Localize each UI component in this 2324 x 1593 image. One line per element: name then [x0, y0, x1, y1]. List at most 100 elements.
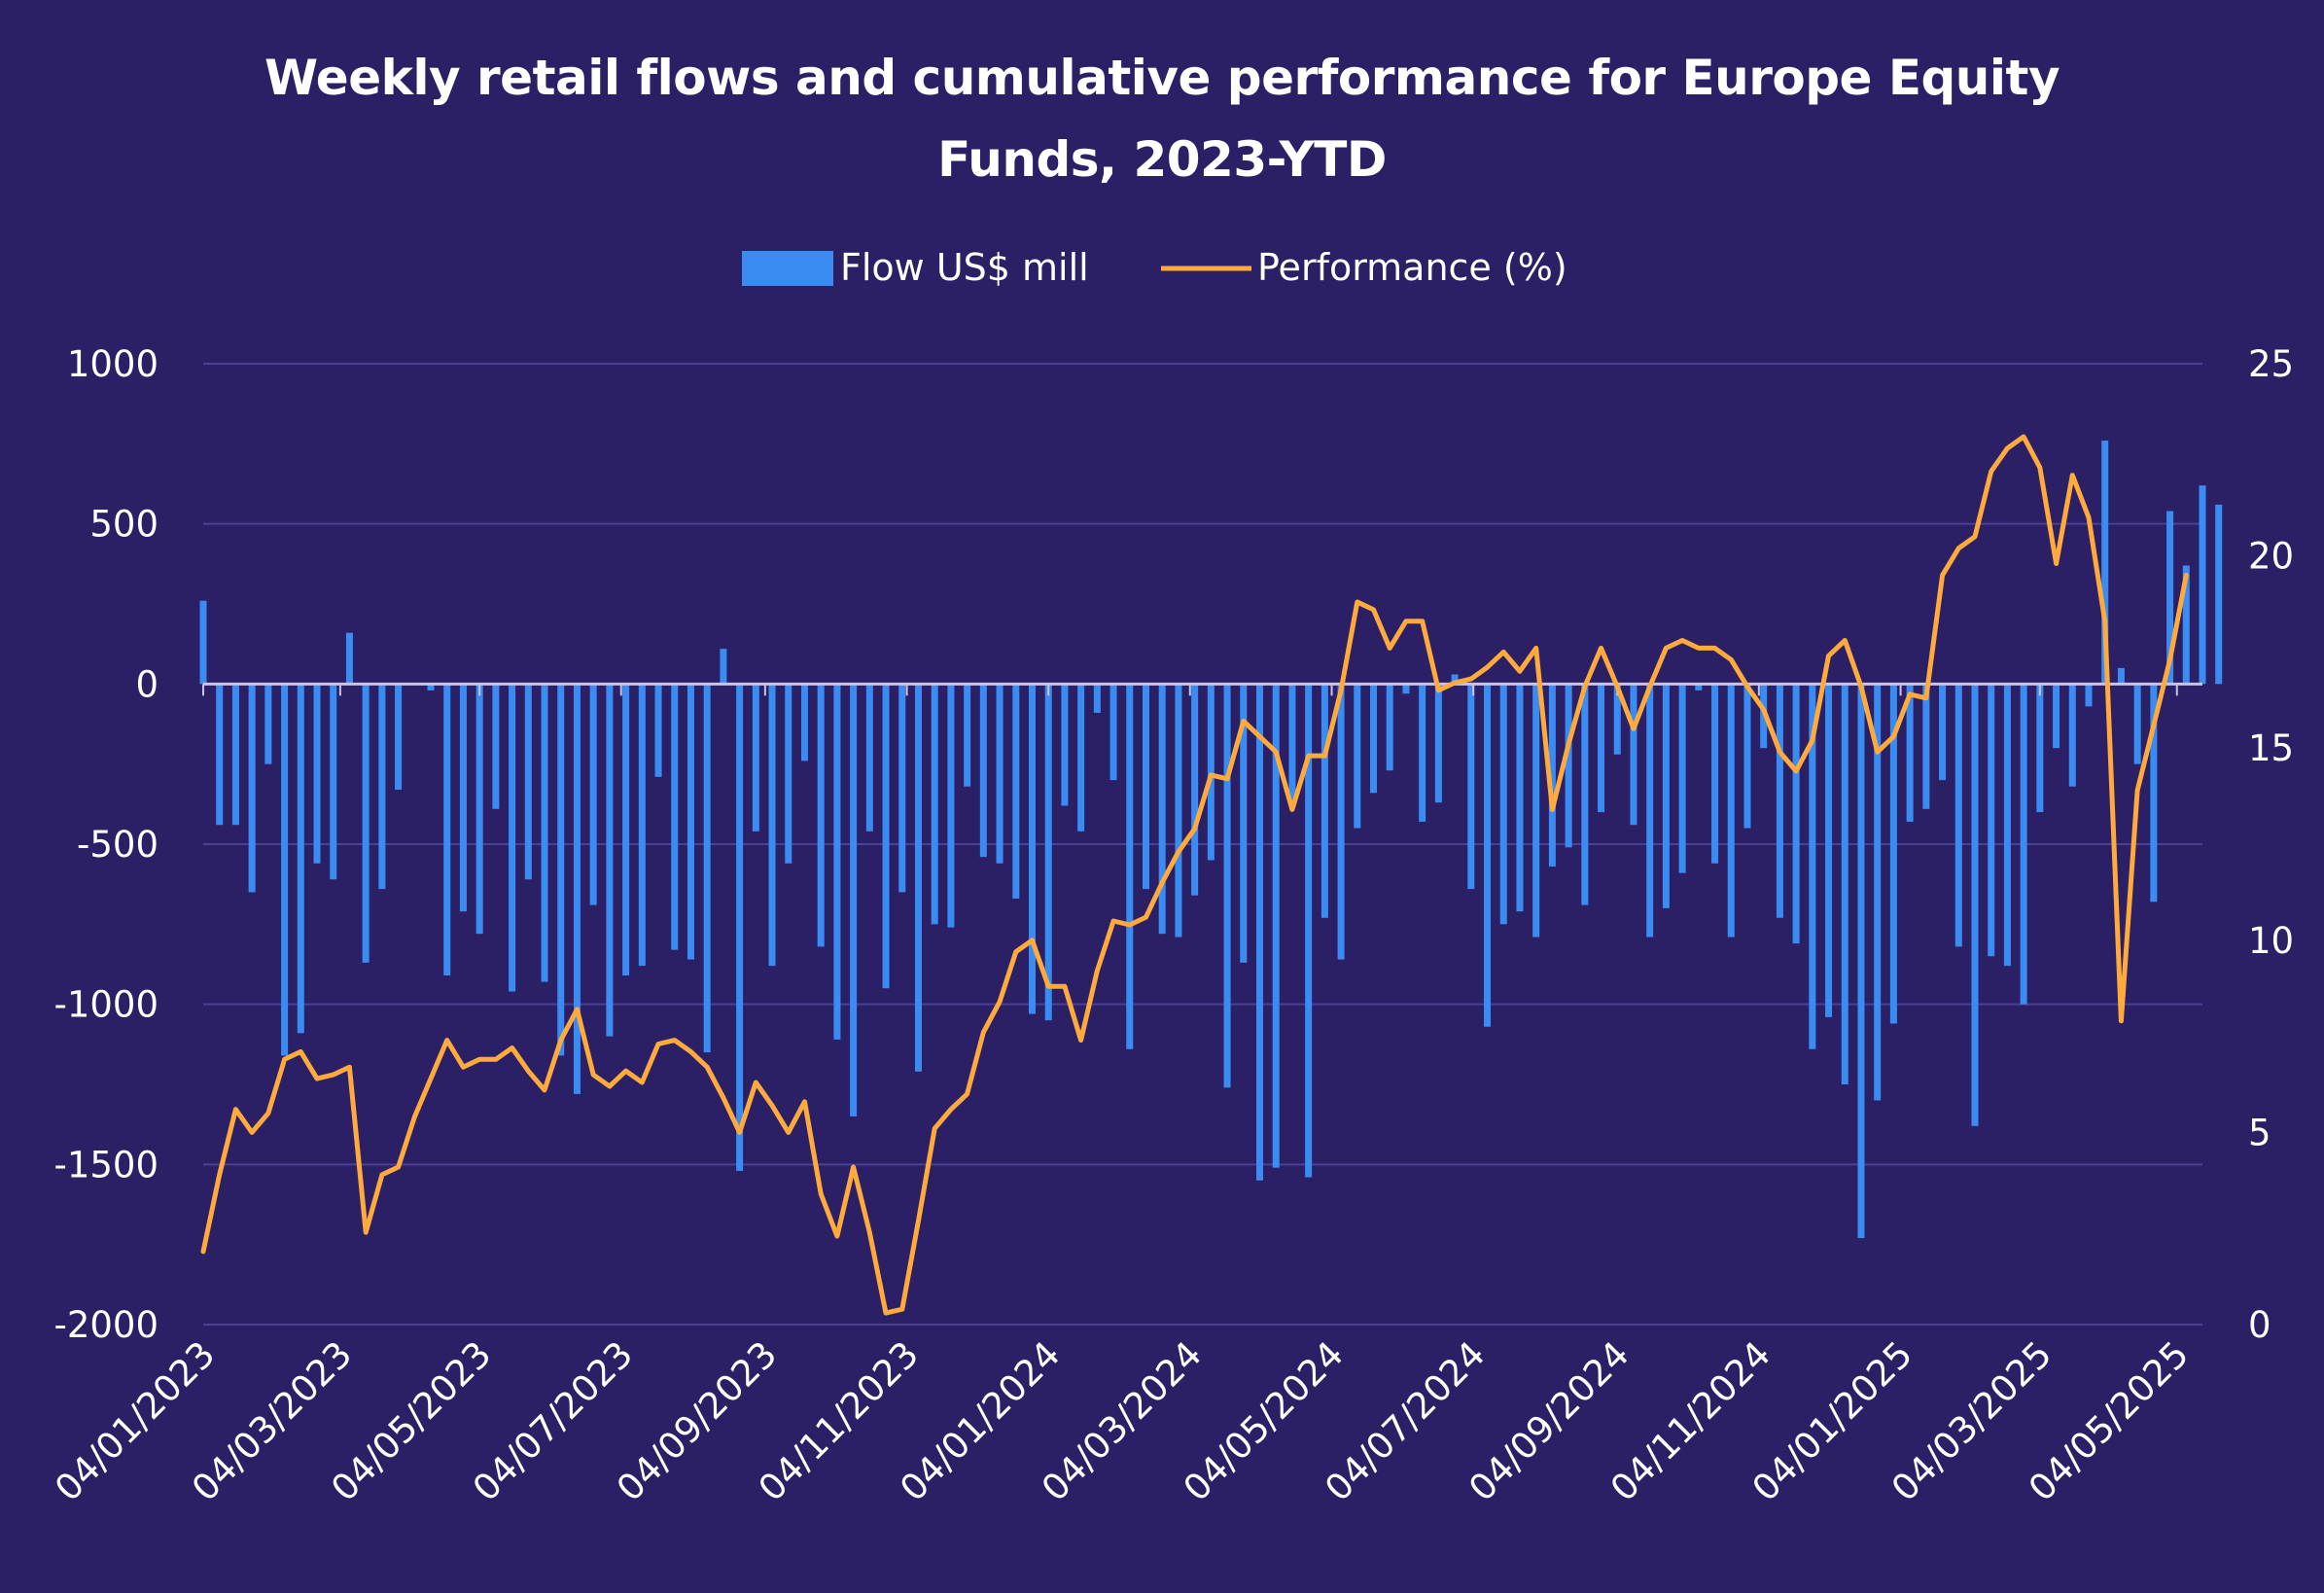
- flow-bar: [557, 684, 565, 1056]
- legend-flow-swatch: [742, 251, 833, 286]
- y-left-tick-label: 500: [89, 504, 158, 546]
- flow-bar: [1954, 684, 1962, 947]
- y-left-tick-label: -500: [77, 824, 158, 866]
- y-left-tick-label: -1500: [53, 1144, 158, 1186]
- flow-bar: [475, 684, 483, 935]
- y-right-tick-label: 0: [2248, 1304, 2271, 1346]
- y-right-tick-label: 20: [2248, 536, 2294, 578]
- flow-bar: [1337, 684, 1345, 960]
- flow-bar: [817, 684, 825, 947]
- flow-bar: [1922, 684, 1930, 809]
- flow-bar: [1613, 684, 1621, 755]
- performance-line-group: [200, 434, 2189, 1316]
- flow-bar: [313, 684, 321, 864]
- flow-bar: [2085, 684, 2093, 707]
- flow-bar: [345, 632, 353, 685]
- flow-bar: [459, 684, 467, 912]
- flow-bar: [1565, 684, 1572, 848]
- flow-bar: [1484, 684, 1492, 1027]
- flow-bar: [1499, 684, 1507, 925]
- flow-bar: [996, 684, 1004, 864]
- flow-bar: [865, 684, 873, 832]
- flow-bar: [2003, 684, 2011, 967]
- flow-bar: [1158, 684, 1166, 935]
- flow-bar: [2053, 684, 2060, 749]
- flow-bar: [1467, 684, 1475, 890]
- flow-bar: [1126, 684, 1134, 1049]
- flow-bar: [1988, 684, 1995, 957]
- flow-bar: [1370, 684, 1378, 794]
- flow-bar: [638, 684, 646, 967]
- zero-axis: [202, 682, 2202, 696]
- flow-bar: [1256, 684, 1264, 1181]
- flow-bar: [1402, 684, 1410, 694]
- flow-bar: [671, 684, 679, 950]
- flow-bar: [1109, 684, 1117, 781]
- flow-bars: [199, 441, 2223, 1239]
- flow-bar: [1191, 684, 1199, 896]
- flow-bar: [1288, 684, 1296, 803]
- flow-bar: [541, 684, 548, 982]
- flow-bar: [1874, 684, 1882, 1101]
- flow-bar: [1207, 684, 1215, 861]
- flow-bar: [1906, 684, 1914, 822]
- flow-bar: [2101, 441, 2109, 685]
- flow-bar: [1028, 684, 1036, 1014]
- flow-bar: [362, 684, 370, 963]
- flow-bar: [1825, 684, 1833, 1017]
- flow-bar: [2036, 684, 2044, 813]
- flow-bar: [1044, 684, 1052, 1021]
- y-right-tick-label: 10: [2248, 920, 2294, 962]
- flow-bar: [1386, 684, 1393, 771]
- legend-performance-label: Performance (%): [1257, 246, 1567, 289]
- flow-bar: [2150, 684, 2158, 903]
- flow-bar: [264, 684, 272, 764]
- flow-bar: [1175, 684, 1182, 938]
- flow-bar: [1971, 684, 1979, 1126]
- flow-bar: [509, 684, 516, 992]
- performance-line: [200, 434, 2189, 1316]
- flow-bar: [1598, 684, 1605, 813]
- flow-bar: [687, 684, 694, 960]
- flow-bar: [2166, 511, 2174, 685]
- flow-bar: [1792, 684, 1800, 944]
- flow-bar: [330, 684, 337, 880]
- flow-bar: [768, 684, 776, 967]
- flow-bar: [524, 684, 532, 880]
- flow-bar: [378, 684, 386, 890]
- flow-bar: [1776, 684, 1783, 918]
- flow-bar: [800, 684, 808, 761]
- chart-title: Weekly retail flows and cumulative perfo…: [0, 37, 2324, 200]
- flow-bar: [964, 684, 971, 787]
- flow-bar: [1695, 684, 1703, 690]
- y-left-tick-label: 1000: [67, 343, 158, 385]
- flow-bar: [1142, 684, 1149, 890]
- flow-bar: [216, 684, 224, 826]
- flow-bar: [720, 649, 727, 685]
- flow-bar: [2133, 684, 2141, 764]
- flow-bar: [1841, 684, 1849, 1084]
- flow-bar: [1548, 684, 1556, 867]
- flow-bar: [1662, 684, 1670, 908]
- flow-bar: [654, 684, 662, 777]
- flow-bar: [573, 684, 581, 1094]
- flow-bar: [850, 684, 858, 1116]
- flow-bar: [199, 600, 207, 685]
- flow-bar: [248, 684, 256, 893]
- flow-bar: [589, 684, 597, 905]
- flow-bar: [1223, 684, 1231, 1088]
- flow-bar: [622, 684, 630, 976]
- chart-title-line-2: Funds, 2023-YTD: [937, 131, 1387, 188]
- flow-bar: [1272, 684, 1280, 1168]
- flow-bar: [443, 684, 451, 976]
- flow-bar: [281, 684, 289, 1056]
- flow-bar: [1305, 684, 1313, 1178]
- flow-bar: [1320, 684, 1328, 918]
- chart-title-line-1: Weekly retail flows and cumulative perfo…: [264, 50, 2060, 106]
- flow-bar: [1516, 684, 1524, 912]
- flow-bar: [1939, 684, 1947, 781]
- flow-bar: [395, 684, 403, 791]
- flow-bar: [2117, 667, 2125, 685]
- flow-bar: [833, 684, 841, 1040]
- flow-bar: [1727, 684, 1735, 938]
